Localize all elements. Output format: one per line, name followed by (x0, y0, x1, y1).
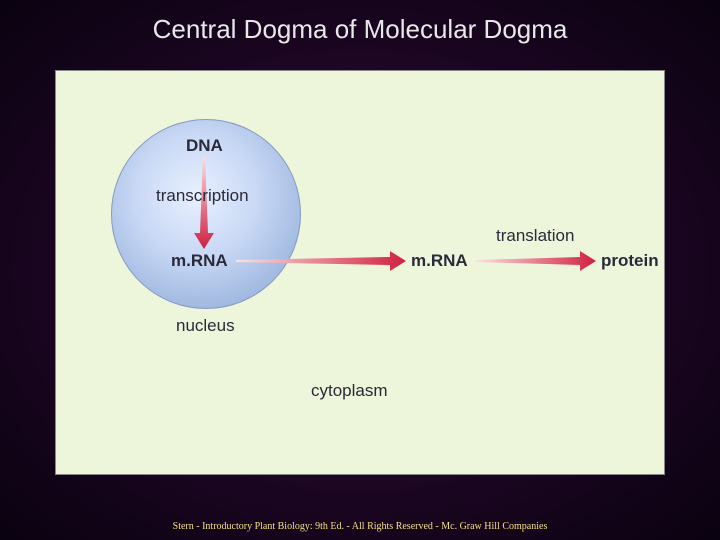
translation-label: translation (496, 226, 574, 246)
nucleus-label: nucleus (176, 316, 235, 336)
dna-label: DNA (186, 136, 223, 156)
cytoplasm-label: cytoplasm (311, 381, 388, 401)
credit-line: Stern - Introductory Plant Biology: 9th … (0, 521, 720, 532)
page-title: Central Dogma of Molecular Dogma (0, 0, 720, 45)
transcription-label: transcription (156, 186, 249, 206)
translation-arrow (56, 71, 666, 476)
protein-label: protein (601, 251, 659, 271)
diagram-figure: DNA transcription m.RNA nucleus m.RNA tr… (55, 70, 665, 475)
mrna-cytoplasm-label: m.RNA (411, 251, 468, 271)
mrna-nucleus-label: m.RNA (171, 251, 228, 271)
